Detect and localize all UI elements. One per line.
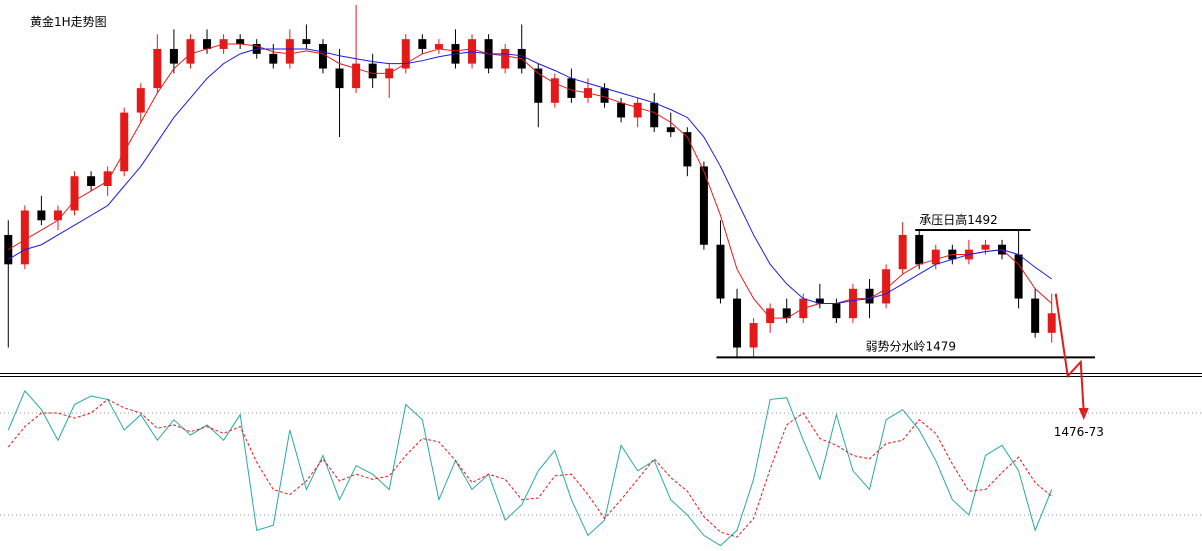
candle-body [335,68,344,89]
candle-body [153,48,162,89]
candle-body [832,303,841,319]
candle-body [401,39,410,69]
candle-body [87,176,96,186]
candle-body [1031,298,1040,333]
candle-body [434,44,443,49]
candle-body [898,234,907,270]
candle-body [70,176,79,211]
candle-body [285,39,294,64]
projection-arrow [1054,293,1085,413]
candle-body [567,78,576,98]
candle-body [865,288,874,304]
candle-body [600,88,609,103]
candle-body [882,269,891,304]
candle-body [749,323,758,348]
candle-body [20,210,29,265]
candle-body [699,166,708,245]
oscillator-line [7,389,1053,547]
candle-body [815,298,824,304]
candle-body [766,308,775,324]
candle-body [915,234,924,265]
candle-body [203,39,212,49]
resistance-label: 承压日高1492 [919,212,998,227]
moving-average-line [8,48,1053,304]
candle-body [1047,313,1056,333]
candle-body [352,63,361,89]
candle-body [302,39,311,45]
candle-body [716,244,725,299]
candle-body [501,48,510,69]
oscillator-line [7,398,1053,538]
candle-body [617,102,626,118]
candle-body [103,171,112,186]
candle-body [981,244,990,250]
target-label: 1476-73 [1054,425,1104,439]
candle-body [733,298,742,348]
candle-body [1014,254,1023,299]
candle-body [37,210,46,221]
candle-body [318,44,327,69]
candle-body [368,63,377,79]
candle-body [633,102,642,118]
support-label: 弱势分水岭1479 [866,339,957,353]
candle-body [534,68,543,103]
candle-body [186,39,195,64]
candle-body [550,78,559,103]
candle-body [4,234,13,265]
candle-body [120,112,129,172]
candle-body [666,127,675,133]
candle-body [169,48,178,64]
candle-body [236,39,245,45]
candle-body [683,132,692,167]
candle-body [650,102,659,128]
candle-body [782,308,791,319]
candle-body [848,288,857,319]
chart-title: 黄金1H走势图 [30,14,107,29]
moving-average-line [8,43,1053,319]
candle-body [136,88,145,113]
candle-body [269,53,278,64]
candle-body [931,249,940,265]
candle-body [53,210,62,221]
candle-body [418,39,427,49]
arrow-head [1078,408,1089,420]
